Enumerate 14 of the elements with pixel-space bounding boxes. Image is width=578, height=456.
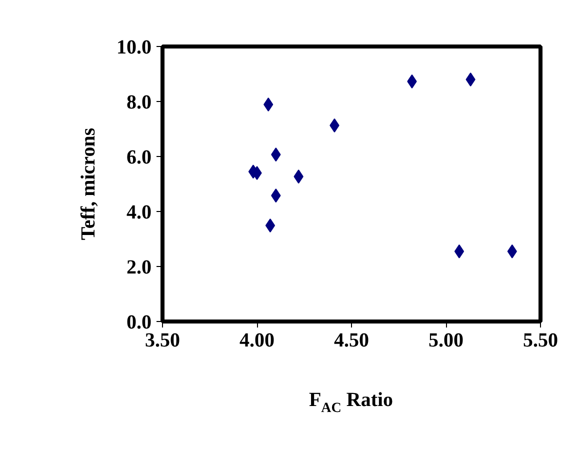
x-tick-label: 5.50 — [523, 330, 558, 352]
x-tick-label: 5.00 — [428, 330, 464, 352]
x-tick-label: 4.50 — [334, 330, 369, 352]
y-tick-label: 2.0 — [126, 256, 152, 278]
point — [466, 72, 476, 86]
y-tick-label: 6.0 — [126, 146, 152, 168]
y-tick-label: 4.0 — [126, 202, 152, 224]
x-axis-title: F$_{AC}$ Ratio — [308, 388, 394, 416]
x-tick-label: 4.00 — [240, 330, 274, 352]
y-tick-label: 10.0 — [116, 36, 152, 58]
point — [454, 244, 464, 258]
y-axis-title: Teff, microns — [78, 128, 100, 240]
y-tick-label: 8.0 — [126, 92, 152, 114]
point — [265, 218, 276, 233]
